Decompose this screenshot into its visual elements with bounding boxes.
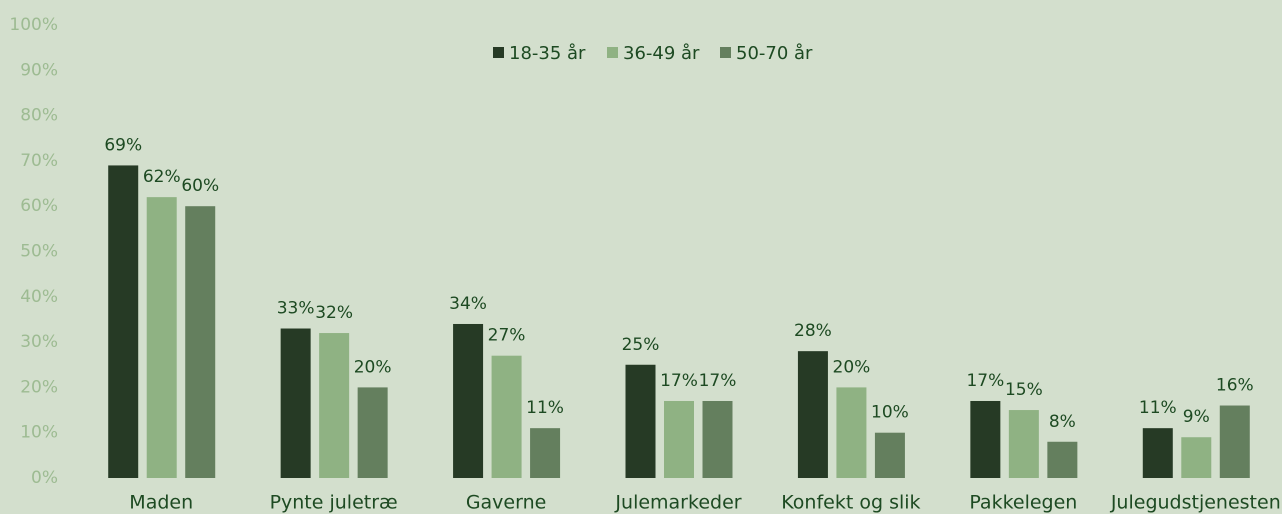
value-label: 9% <box>1183 407 1210 427</box>
bar <box>453 323 484 478</box>
y-tick-label: 40% <box>20 287 58 307</box>
value-label: 17% <box>699 371 737 391</box>
bar <box>185 206 216 478</box>
value-label: 20% <box>833 357 871 377</box>
x-tick-label: Konfekt og slik <box>781 492 920 514</box>
bar <box>797 351 828 478</box>
value-label: 27% <box>488 326 526 346</box>
y-tick-label: 50% <box>20 242 58 262</box>
value-label: 20% <box>354 357 392 377</box>
y-tick-label: 80% <box>20 106 58 126</box>
value-label: 34% <box>449 294 487 314</box>
bar <box>874 432 905 478</box>
legend-label: 18-35 år <box>509 43 586 64</box>
x-tick-label: Pakkelegen <box>969 492 1077 514</box>
bar <box>1142 428 1173 478</box>
x-tick-label: Julegudstjenesten <box>1110 492 1281 514</box>
value-label: 10% <box>871 403 909 423</box>
value-label: 33% <box>277 299 315 319</box>
y-tick-label: 70% <box>20 151 58 171</box>
bar <box>1047 441 1078 478</box>
value-label: 8% <box>1049 412 1076 432</box>
value-label: 11% <box>1139 398 1177 418</box>
value-label: 28% <box>794 321 832 341</box>
bar <box>530 428 561 478</box>
bar <box>491 355 522 478</box>
value-label: 60% <box>181 176 219 196</box>
value-label: 17% <box>966 371 1004 391</box>
bar <box>1181 437 1212 478</box>
bar <box>319 333 350 478</box>
value-label: 15% <box>1005 380 1043 400</box>
x-tick-label: Pynte juletræ <box>270 492 398 514</box>
bar <box>625 364 656 478</box>
legend-label: 50-70 år <box>736 43 813 64</box>
y-tick-label: 20% <box>20 377 58 397</box>
bar <box>357 387 388 478</box>
x-tick-label: Gaverne <box>466 492 547 514</box>
y-tick-label: 60% <box>20 196 58 216</box>
legend-swatch <box>607 47 618 58</box>
y-tick-label: 0% <box>31 468 58 488</box>
x-tick-label: Julemarkeder <box>614 492 741 514</box>
value-label: 16% <box>1216 376 1254 396</box>
bar <box>146 197 177 478</box>
value-label: 32% <box>315 303 353 323</box>
value-label: 11% <box>526 398 564 418</box>
legend-label: 36-49 år <box>623 43 700 64</box>
value-label: 17% <box>660 371 698 391</box>
value-label: 62% <box>143 167 181 187</box>
bar <box>702 400 733 478</box>
value-label: 69% <box>104 135 142 155</box>
legend-swatch <box>493 47 504 58</box>
y-tick-label: 30% <box>20 332 58 352</box>
legend-swatch <box>720 47 731 58</box>
bar <box>970 400 1001 478</box>
bar <box>108 165 139 478</box>
bar <box>280 328 311 478</box>
y-tick-label: 100% <box>9 15 58 35</box>
y-tick-label: 10% <box>20 423 58 443</box>
bar <box>1008 410 1039 478</box>
bar <box>664 400 694 478</box>
bar <box>836 387 867 478</box>
y-tick-label: 90% <box>20 60 58 80</box>
bar <box>1219 405 1250 478</box>
value-label: 25% <box>622 335 660 355</box>
x-tick-label: Maden <box>129 492 193 514</box>
